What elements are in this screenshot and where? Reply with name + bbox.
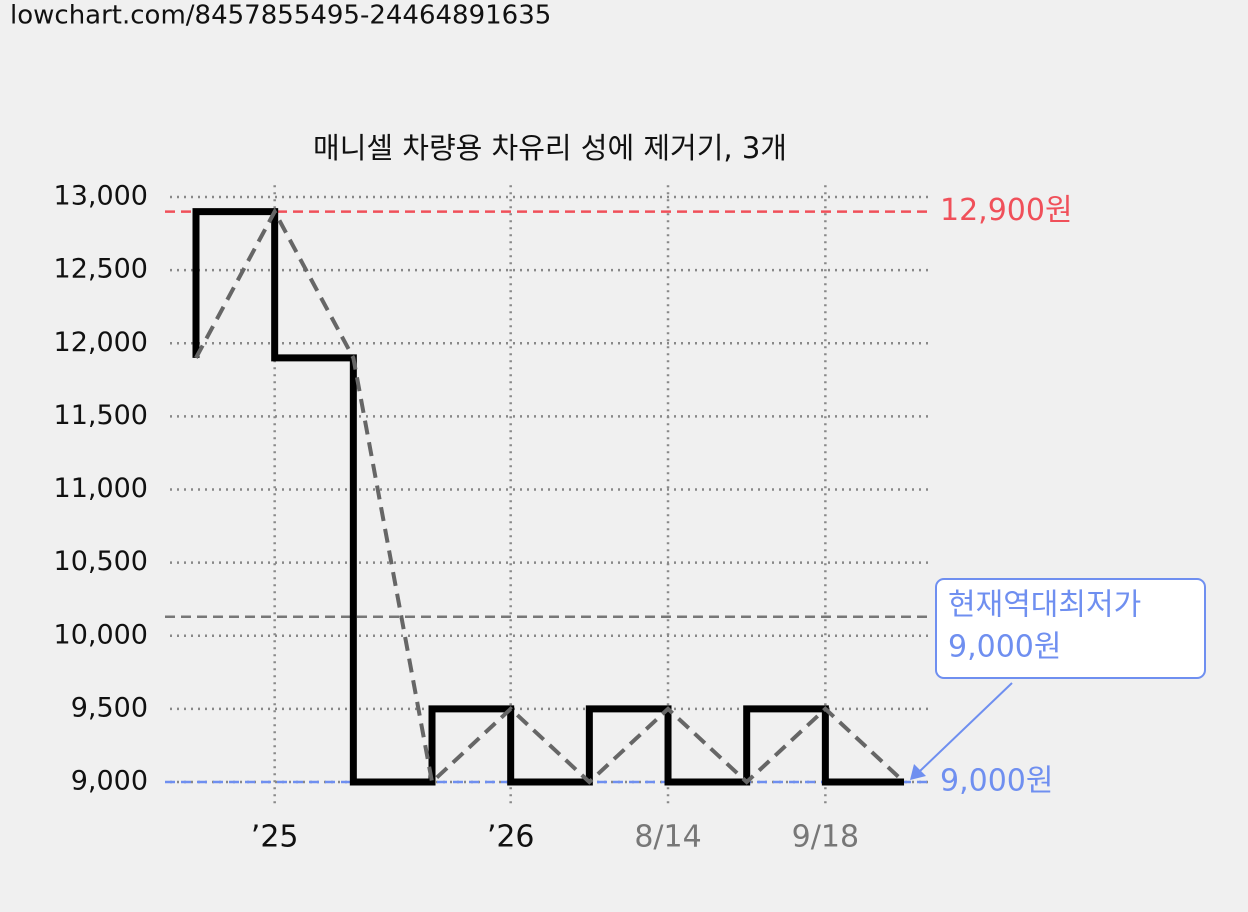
x-tick-label: 8/14 xyxy=(634,820,701,855)
y-tick-label: 13,000 xyxy=(54,181,148,212)
annotation-text: 9,000원 xyxy=(948,630,1061,665)
y-tick-label: 9,500 xyxy=(71,692,148,723)
reference-label: 12,900원 xyxy=(940,193,1073,228)
y-tick-label: 10,500 xyxy=(54,546,148,577)
y-tick-label: 9,000 xyxy=(71,766,148,797)
y-tick-label: 12,500 xyxy=(54,254,148,285)
reference-label: 9,000원 xyxy=(940,764,1053,799)
x-tick-label: 9/18 xyxy=(792,820,859,855)
y-tick-label: 12,000 xyxy=(54,327,148,358)
trend-line xyxy=(194,207,906,786)
y-tick-label: 11,500 xyxy=(54,400,148,431)
x-tick-label: ’26 xyxy=(487,820,535,855)
y-tick-label: 10,000 xyxy=(54,619,148,650)
y-tick-label: 11,000 xyxy=(54,473,148,504)
url: lowchart.com/8457855495-24464891635 xyxy=(10,1,551,31)
arrow-head xyxy=(910,764,926,780)
chart-title: 매니셀 차량용 차유리 성에 제거기, 3개 xyxy=(313,131,787,165)
annotation-text: 현재역대최저가 xyxy=(948,588,1141,623)
annotation-box xyxy=(935,578,1206,679)
annotation-arrow xyxy=(919,682,1013,772)
step-line xyxy=(192,208,905,786)
x-tick-label: ’25 xyxy=(251,820,299,855)
